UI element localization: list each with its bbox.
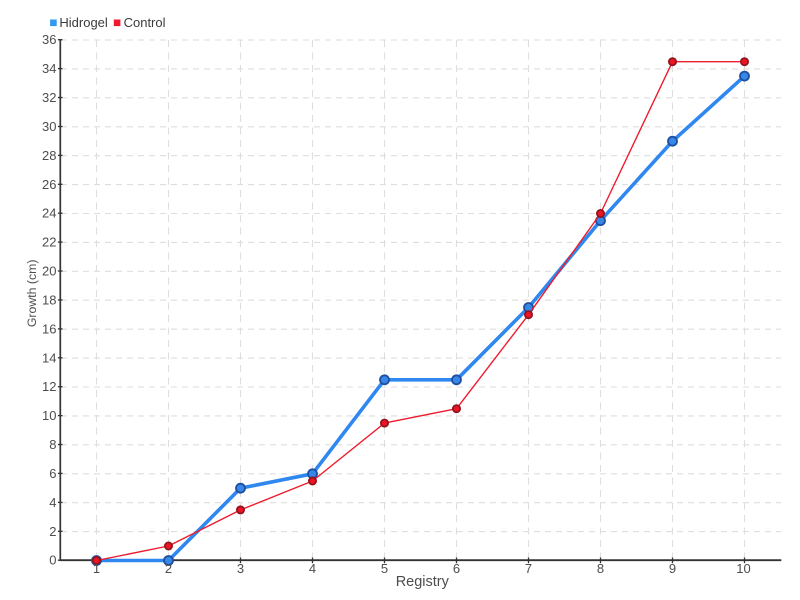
svg-text:9: 9: [669, 561, 676, 576]
svg-text:5: 5: [381, 561, 388, 576]
svg-text:28: 28: [42, 148, 56, 163]
svg-text:26: 26: [42, 177, 56, 192]
svg-text:14: 14: [42, 350, 56, 365]
svg-text:4: 4: [309, 561, 316, 576]
svg-text:Registry: Registry: [396, 574, 450, 590]
svg-text:24: 24: [42, 206, 56, 221]
svg-text:32: 32: [42, 90, 56, 105]
svg-text:7: 7: [525, 561, 532, 576]
svg-text:34: 34: [42, 61, 56, 76]
svg-text:12: 12: [42, 379, 56, 394]
svg-text:18: 18: [42, 292, 56, 307]
svg-text:Growth (cm): Growth (cm): [25, 259, 39, 327]
svg-text:3: 3: [237, 561, 244, 576]
svg-text:6: 6: [453, 561, 460, 576]
svg-text:Hidrogel: Hidrogel: [59, 15, 108, 30]
svg-text:Control: Control: [124, 15, 166, 30]
svg-text:8: 8: [597, 561, 604, 576]
svg-text:36: 36: [42, 32, 56, 47]
svg-text:2: 2: [49, 524, 56, 539]
svg-text:4: 4: [49, 495, 56, 510]
svg-text:2: 2: [165, 561, 172, 576]
svg-text:20: 20: [42, 264, 56, 279]
svg-text:16: 16: [42, 321, 56, 336]
svg-text:6: 6: [49, 466, 56, 481]
svg-text:10: 10: [42, 408, 56, 423]
svg-text:22: 22: [42, 235, 56, 250]
svg-text:10: 10: [736, 561, 750, 576]
svg-text:1: 1: [93, 561, 100, 576]
svg-text:8: 8: [49, 437, 56, 452]
svg-text:30: 30: [42, 119, 56, 134]
svg-text:0: 0: [49, 553, 56, 568]
